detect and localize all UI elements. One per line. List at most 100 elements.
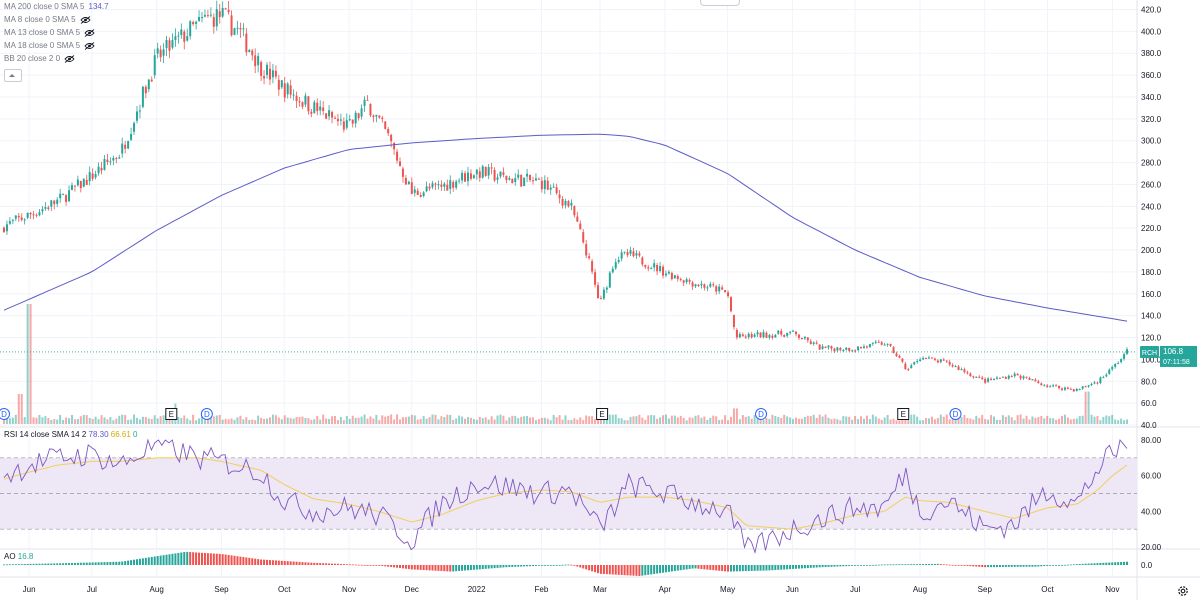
legend-ma13-label: MA 13 close 0 SMA 5 (4, 28, 81, 37)
ao-bar (192, 552, 195, 565)
earnings-marker[interactable] (165, 408, 178, 420)
volume-bar (186, 418, 189, 424)
ao-bar (387, 565, 390, 567)
volume-bar (597, 418, 600, 424)
volume-bar (251, 419, 254, 424)
legend-ma8[interactable]: MA 8 close 0 SMA 5 (4, 13, 91, 26)
ao-bar (913, 564, 916, 565)
hidden-eye-icon[interactable] (84, 28, 95, 37)
ao-bar (121, 561, 124, 565)
volume-bar (1078, 416, 1081, 424)
top-toggle-handle[interactable] (700, 0, 740, 6)
volume-bar (576, 419, 579, 424)
ao-pane-title[interactable]: AO 16.8 (4, 552, 33, 561)
earnings-marker[interactable] (596, 408, 609, 420)
volume-bar (836, 419, 839, 424)
volume-bar (70, 414, 73, 424)
ao-bar (215, 553, 218, 565)
volume-bar (1084, 391, 1087, 424)
ao-bar (313, 562, 316, 565)
hidden-eye-icon[interactable] (84, 41, 95, 50)
dividend-marker[interactable] (949, 408, 962, 420)
candle-body (499, 171, 502, 177)
volume-bar (452, 419, 455, 424)
ao-bar (289, 561, 292, 565)
candle-body (718, 286, 721, 292)
volume-bar (195, 420, 198, 424)
price-axis[interactable]: 40.0 60.0 80.0 100.0 120.0 140.0 160.0 180.0 200… (1141, 6, 1162, 571)
time-tick-label: 2022 (468, 585, 486, 594)
candle-body (833, 348, 836, 352)
ao-bar (239, 556, 242, 565)
volume-bar (307, 418, 310, 424)
ao-bar (664, 565, 667, 573)
volume-bar (1034, 417, 1037, 424)
volume-bar (168, 416, 171, 424)
ao-bar (23, 564, 26, 565)
volume-bar (431, 414, 434, 424)
ao-bar (11, 564, 14, 566)
dividend-marker[interactable] (200, 408, 213, 420)
ao-bar (59, 563, 62, 565)
ao-bar (883, 564, 886, 566)
volume-bar (546, 418, 549, 424)
volume-bar (121, 414, 124, 424)
volume-bar (236, 417, 239, 424)
candle-body (635, 253, 638, 256)
ao-bar (1034, 565, 1037, 567)
candle-body (328, 110, 331, 117)
candle-body (156, 48, 159, 54)
ao-bar (558, 564, 561, 566)
candle-body (478, 171, 481, 178)
ao-bar (56, 563, 59, 565)
ao-bar (659, 565, 662, 574)
candle-body (384, 121, 387, 129)
candle-body (659, 266, 662, 271)
dividend-marker[interactable] (0, 408, 10, 420)
rsi-pane-title[interactable]: RSI 14 close SMA 14 2 78.30 66.61 0 (4, 430, 137, 439)
legend-bb[interactable]: BB 20 close 2 0 (4, 52, 75, 65)
earnings-marker[interactable] (897, 408, 910, 420)
volume-bar (780, 417, 783, 424)
volume-bar (990, 414, 993, 424)
legend-ma18[interactable]: MA 18 close 0 SMA 5 (4, 39, 95, 52)
volume-bar (753, 414, 756, 424)
candle-body (266, 64, 269, 76)
ao-bar (224, 554, 227, 565)
volume-bar (564, 415, 567, 424)
candle-body (1019, 375, 1022, 379)
volume-bar (455, 418, 458, 424)
ao-bar (845, 565, 848, 567)
dividend-marker[interactable] (755, 408, 768, 420)
collapse-legend-button[interactable] (4, 69, 22, 82)
volume-bar (729, 416, 732, 424)
volume-bar (449, 414, 452, 424)
legend-ma200[interactable]: MA 200 close 0 SMA 5 134.7 (4, 0, 109, 13)
ao-bar (1016, 565, 1019, 567)
ao-bar (251, 558, 254, 565)
candle-body (274, 70, 277, 77)
volume-bar (960, 417, 963, 424)
volume-bar (1102, 416, 1105, 424)
hidden-eye-icon[interactable] (64, 54, 75, 63)
volume-bar (466, 417, 469, 424)
candle-body (827, 345, 830, 348)
volume-bar (682, 417, 685, 424)
volume-bar (623, 420, 626, 424)
volume-bar (591, 416, 594, 424)
gear-icon[interactable] (1176, 584, 1190, 598)
candle-body (304, 95, 307, 105)
time-axis[interactable]: Jun Jul Aug Sep Oct Nov Dec 2022 Feb Mar Apr May Jun… (23, 585, 1120, 594)
candle-body (957, 366, 960, 371)
ao-bar (806, 565, 809, 569)
candle-body (534, 178, 537, 181)
candle-body (653, 263, 656, 268)
candle-body (975, 376, 978, 378)
candle-body (987, 378, 990, 382)
legend-ma13[interactable]: MA 13 close 0 SMA 5 (4, 26, 95, 39)
hidden-eye-icon[interactable] (79, 15, 91, 24)
ao-bar (396, 565, 399, 568)
